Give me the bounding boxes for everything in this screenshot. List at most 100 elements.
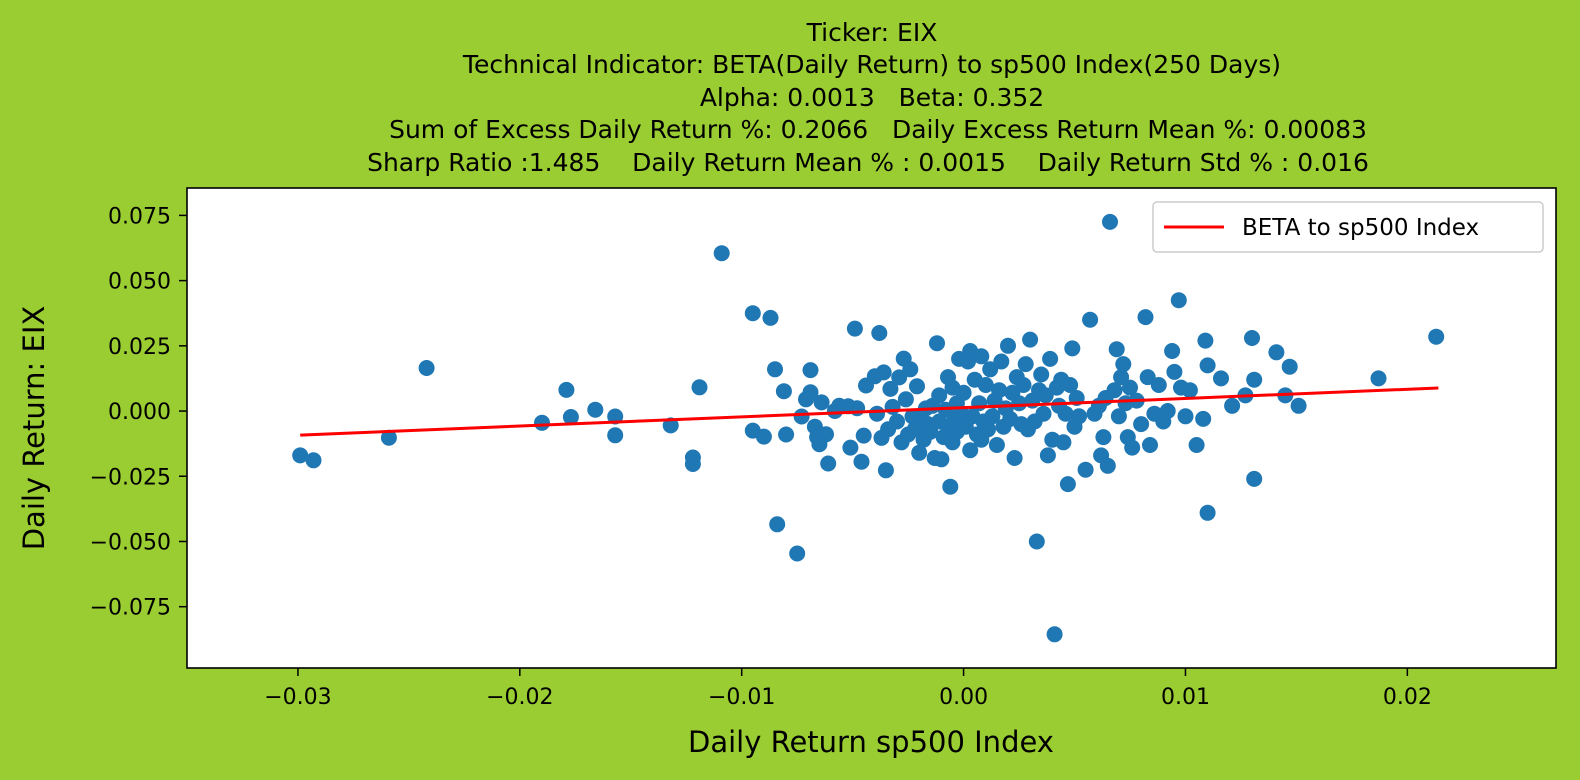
data-point-123 [1033, 366, 1050, 383]
data-point-177 [1199, 504, 1216, 521]
data-point-50 [882, 380, 899, 397]
data-point-32 [818, 426, 834, 443]
data-point-141 [1077, 461, 1094, 478]
data-point-116 [1017, 356, 1034, 373]
data-point-56 [897, 391, 914, 408]
title-line-sharp-ratio: Sharp Ratio :1.485 Daily Return Mean % :… [367, 148, 1369, 177]
data-point-18 [762, 309, 779, 326]
y-tick-label-5: 0.050 [108, 270, 171, 295]
data-point-152 [1110, 408, 1127, 425]
data-point-167 [1159, 403, 1176, 419]
data-point-134 [1057, 405, 1074, 422]
data-point-172 [1177, 408, 1194, 425]
data-point-169 [1166, 363, 1183, 380]
data-point-78 [942, 478, 959, 495]
data-point-72 [931, 387, 948, 404]
data-point-148 [1099, 457, 1116, 474]
data-point-41 [855, 427, 872, 444]
data-point-9 [607, 427, 624, 444]
data-point-124 [1035, 405, 1052, 422]
data-point-190 [1428, 328, 1445, 345]
data-point-187 [1281, 358, 1298, 375]
data-point-96 [973, 348, 990, 365]
data-point-149 [1102, 213, 1118, 230]
y-tick-label-1: −0.050 [90, 530, 171, 555]
legend-label: BETA to sp500 Index [1242, 215, 1479, 241]
data-point-113 [1011, 395, 1028, 412]
data-point-182 [1244, 330, 1260, 346]
title-line-excess-return: Sum of Excess Daily Return %: 0.2066 Dai… [389, 115, 1367, 144]
data-point-129 [1046, 626, 1063, 643]
data-point-184 [1246, 470, 1263, 487]
data-point-126 [1039, 447, 1056, 464]
data-point-133 [1055, 434, 1072, 451]
data-point-61 [909, 378, 925, 395]
data-point-100 [982, 361, 999, 378]
data-point-22 [778, 426, 795, 443]
data-point-175 [1195, 410, 1212, 427]
y-axis-label: Daily Return: EIX [17, 306, 51, 551]
data-point-33 [820, 455, 837, 472]
x-axis-label: Daily Return sp500 Index [688, 725, 1054, 759]
data-point-137 [1064, 340, 1081, 357]
x-tick-label-2: −0.01 [708, 685, 775, 710]
data-point-176 [1197, 332, 1214, 349]
data-point-94 [971, 395, 988, 412]
data-point-189 [1370, 370, 1387, 387]
data-point-7 [587, 401, 604, 418]
data-point-37 [842, 439, 859, 456]
data-point-104 [991, 382, 1008, 399]
data-point-58 [902, 361, 919, 378]
data-point-135 [1059, 476, 1076, 493]
x-tick-label-3: 0.00 [939, 685, 988, 710]
data-point-86 [955, 384, 972, 401]
x-tick-label-5: 0.02 [1383, 685, 1432, 710]
data-point-162 [1139, 369, 1156, 386]
y-tick-label-6: 0.075 [108, 204, 171, 229]
data-point-12 [684, 456, 701, 472]
data-point-27 [802, 362, 819, 379]
data-point-168 [1164, 343, 1181, 359]
regression-line [300, 386, 1439, 437]
data-point-67 [922, 423, 939, 440]
data-point-188 [1290, 397, 1307, 414]
data-point-150 [1106, 382, 1123, 399]
data-point-52 [889, 413, 905, 430]
plot-area [186, 187, 1557, 669]
data-point-180 [1224, 397, 1241, 414]
y-tick-label-2: −0.025 [90, 465, 171, 490]
data-point-4 [534, 414, 550, 431]
data-point-40 [853, 453, 870, 470]
legend: BETA to sp500 Index [1152, 201, 1544, 253]
data-point-185 [1268, 344, 1285, 361]
data-point-170 [1170, 292, 1187, 309]
data-point-47 [875, 364, 892, 381]
data-point-174 [1188, 437, 1205, 453]
data-point-161 [1137, 309, 1154, 326]
data-point-157 [1122, 379, 1138, 396]
data-point-111 [1006, 450, 1023, 466]
data-point-5 [558, 381, 575, 398]
data-point-173 [1181, 382, 1198, 399]
y-tick-label-4: 0.025 [108, 335, 171, 360]
data-point-3 [418, 360, 435, 376]
data-point-103 [988, 437, 1005, 453]
title-line-indicator: Technical Indicator: BETA(Daily Return) … [462, 50, 1281, 79]
data-point-146 [1095, 429, 1112, 446]
data-point-73 [933, 451, 950, 468]
data-point-163 [1142, 437, 1158, 453]
data-point-23 [789, 545, 806, 562]
data-point-19 [767, 361, 783, 378]
y-tick-label-0: −0.075 [90, 596, 171, 621]
data-point-183 [1246, 371, 1263, 388]
data-point-24 [793, 408, 810, 425]
data-point-26 [802, 384, 819, 401]
data-point-44 [869, 405, 885, 422]
data-point-160 [1133, 416, 1150, 433]
y-axis-ticks: −0.075 −0.050 −0.025 0.000 0.025 0.050 0.075 [90, 204, 187, 621]
data-point-62 [911, 444, 928, 461]
data-point-158 [1124, 439, 1141, 456]
x-tick-label-0: −0.03 [264, 685, 331, 710]
regression-line-layer [300, 386, 1439, 437]
data-point-13 [691, 379, 708, 396]
